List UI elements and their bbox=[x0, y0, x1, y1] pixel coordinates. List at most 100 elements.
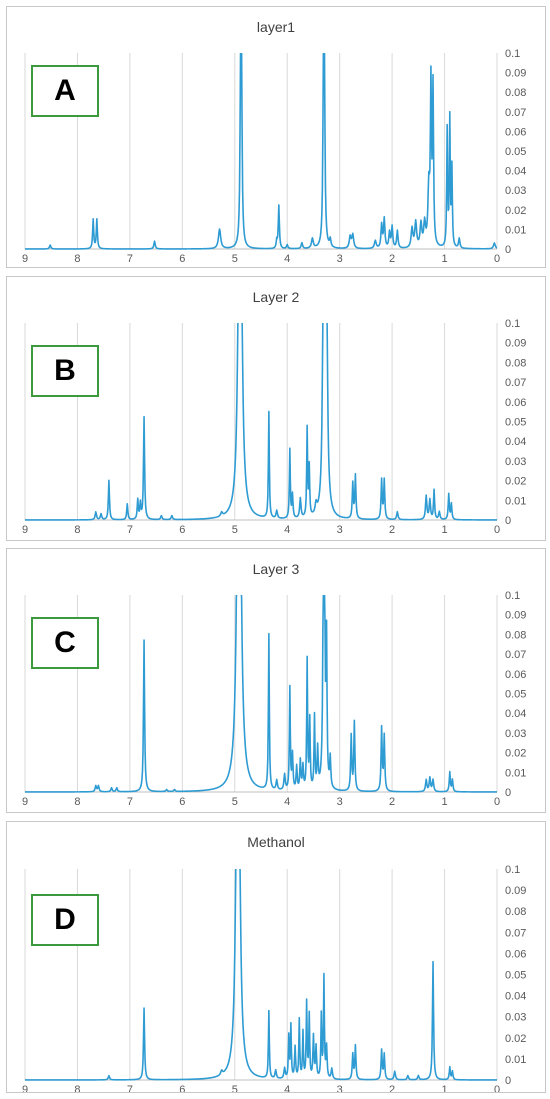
panel-d: 9 8 7 6 5 4 3 2 1 0 0 0.01 0.02 0.03 0.04 0.05 0.06 0.07 0… bbox=[6, 821, 546, 1093]
y-tick-label-c: 0.09 bbox=[505, 610, 526, 622]
y-tick-label-b: 0.03 bbox=[505, 456, 526, 468]
y-tick-label-c: 0.03 bbox=[505, 728, 526, 740]
x-tick-label-c: 0 bbox=[494, 796, 500, 808]
x-tick-label-d: 7 bbox=[127, 1084, 133, 1092]
y-tick-label-d: 0.03 bbox=[505, 1012, 526, 1024]
x-tick-label-a: 2 bbox=[389, 253, 395, 265]
spectrum-line-c bbox=[25, 595, 497, 793]
panel-title-b: Layer 2 bbox=[252, 289, 300, 305]
panel-c: 9 8 7 6 5 4 3 2 1 0 0 0.01 0.02 0.03 0.04 0.05 0.06 0.07 0… bbox=[6, 548, 546, 813]
x-tick-label-c: 6 bbox=[179, 796, 185, 808]
x-tick-label-b: 2 bbox=[389, 524, 395, 536]
x-tick-label-a: 1 bbox=[441, 253, 447, 265]
y-tick-label-d: 0.09 bbox=[505, 885, 526, 897]
y-tick-label-b: 0.01 bbox=[505, 495, 526, 507]
y-tick-label-d: 0.1 bbox=[505, 864, 520, 876]
x-tick-label-d: 6 bbox=[179, 1084, 185, 1092]
y-tick-label-d: 0.01 bbox=[505, 1054, 526, 1066]
spectrum-line-b bbox=[25, 323, 497, 521]
y-tick-label-d: 0.07 bbox=[505, 927, 526, 939]
nmr-spectrum-c: 9 8 7 6 5 4 3 2 1 00 0.01 0.02 0.03 0.04 0.05 0.06 0.07 0… bbox=[22, 590, 526, 808]
x-tick-label-d: 0 bbox=[494, 1084, 500, 1092]
x-tick-label-b: 7 bbox=[127, 524, 133, 536]
spectrum-line-a bbox=[25, 53, 497, 250]
y-tick-label-b: 0.09 bbox=[505, 338, 526, 350]
panel-title-a: layer1 bbox=[256, 19, 296, 35]
y-tick-label-c: 0.01 bbox=[505, 767, 526, 779]
y-tick-label-c: 0.07 bbox=[505, 649, 526, 661]
x-tick-label-a: 6 bbox=[179, 253, 185, 265]
y-tick-label-c: 0.04 bbox=[505, 708, 526, 720]
y-tick-label-d: 0.06 bbox=[505, 948, 526, 960]
y-tick-label-a: 0.03 bbox=[505, 185, 526, 197]
x-tick-label-d: 5 bbox=[232, 1084, 238, 1092]
y-tick-label-c: 0.08 bbox=[505, 629, 526, 641]
x-tick-label-c: 4 bbox=[284, 796, 290, 808]
x-tick-label-c: 9 bbox=[22, 796, 28, 808]
x-tick-label-d: 1 bbox=[441, 1084, 447, 1092]
panel-label-c: C bbox=[31, 617, 99, 669]
y-tick-label-b: 0 bbox=[505, 515, 511, 527]
y-tick-label-c: 0 bbox=[505, 787, 511, 799]
panel-a: 9 8 7 6 5 4 3 2 1 0 0 0.01 0.02 0.03 0.04 0.05 0.06 0.07 0… bbox=[6, 6, 546, 268]
nmr-spectrum-b: 9 8 7 6 5 4 3 2 1 00 0.01 0.02 0.03 0.04 0.05 0.06 0.07 0… bbox=[22, 318, 526, 536]
y-tick-label-c: 0.1 bbox=[505, 590, 520, 602]
panel-label-d: D bbox=[31, 894, 99, 946]
x-tick-label-a: 4 bbox=[284, 253, 290, 265]
x-tick-label-d: 4 bbox=[284, 1084, 290, 1092]
x-tick-label-c: 5 bbox=[232, 796, 238, 808]
x-tick-label-a: 0 bbox=[494, 253, 500, 265]
x-tick-label-a: 3 bbox=[337, 253, 343, 265]
y-tick-label-b: 0.1 bbox=[505, 318, 520, 330]
spectrum-line-d bbox=[25, 869, 497, 1081]
y-tick-label-d: 0 bbox=[505, 1075, 511, 1087]
x-tick-label-c: 8 bbox=[74, 796, 80, 808]
y-tick-label-a: 0 bbox=[505, 244, 511, 256]
y-tick-label-a: 0.02 bbox=[505, 205, 526, 217]
x-tick-label-c: 7 bbox=[127, 796, 133, 808]
panel-label-b: B bbox=[31, 345, 99, 397]
panel-label-a: A bbox=[31, 65, 99, 117]
y-tick-label-b: 0.07 bbox=[505, 377, 526, 389]
y-tick-label-a: 0.04 bbox=[505, 166, 526, 178]
y-tick-label-a: 0.05 bbox=[505, 146, 526, 158]
x-tick-label-a: 8 bbox=[74, 253, 80, 265]
x-tick-label-d: 3 bbox=[337, 1084, 343, 1092]
y-tick-label-d: 0.08 bbox=[505, 906, 526, 918]
y-tick-label-a: 0.09 bbox=[505, 68, 526, 80]
nmr-spectrum-a: 9 8 7 6 5 4 3 2 1 00 0.01 0.02 0.03 0.04 0.05 0.06 0.07 0… bbox=[22, 48, 526, 265]
y-tick-label-d: 0.02 bbox=[505, 1033, 526, 1045]
x-tick-label-a: 5 bbox=[232, 253, 238, 265]
x-tick-label-b: 8 bbox=[74, 524, 80, 536]
x-tick-label-b: 9 bbox=[22, 524, 28, 536]
x-tick-label-b: 1 bbox=[441, 524, 447, 536]
x-tick-label-c: 3 bbox=[337, 796, 343, 808]
y-tick-label-a: 0.06 bbox=[505, 126, 526, 138]
y-tick-label-b: 0.08 bbox=[505, 357, 526, 369]
x-tick-label-d: 8 bbox=[74, 1084, 80, 1092]
nmr-spectrum-d: 9 8 7 6 5 4 3 2 1 00 0.01 0.02 0.03 0.04 0.05 0.06 0.07 0… bbox=[22, 864, 526, 1092]
panel-b: 9 8 7 6 5 4 3 2 1 0 0 0.01 0.02 0.03 0.04 0.05 0.06 0.07 0… bbox=[6, 276, 546, 541]
x-tick-label-c: 1 bbox=[441, 796, 447, 808]
x-tick-label-b: 0 bbox=[494, 524, 500, 536]
y-tick-label-a: 0.1 bbox=[505, 48, 520, 60]
x-tick-label-b: 3 bbox=[337, 524, 343, 536]
x-tick-label-d: 9 bbox=[22, 1084, 28, 1092]
y-tick-label-b: 0.05 bbox=[505, 417, 526, 429]
x-tick-label-d: 2 bbox=[389, 1084, 395, 1092]
x-tick-label-b: 4 bbox=[284, 524, 290, 536]
y-tick-label-c: 0.06 bbox=[505, 669, 526, 681]
y-tick-label-a: 0.01 bbox=[505, 224, 526, 236]
x-tick-label-b: 6 bbox=[179, 524, 185, 536]
x-tick-label-b: 5 bbox=[232, 524, 238, 536]
y-tick-label-d: 0.04 bbox=[505, 991, 526, 1003]
y-tick-label-a: 0.08 bbox=[505, 87, 526, 99]
y-tick-label-c: 0.05 bbox=[505, 689, 526, 701]
panel-title-c: Layer 3 bbox=[252, 561, 300, 577]
x-tick-label-a: 7 bbox=[127, 253, 133, 265]
y-tick-label-b: 0.04 bbox=[505, 436, 526, 448]
y-tick-label-a: 0.07 bbox=[505, 107, 526, 119]
x-tick-label-c: 2 bbox=[389, 796, 395, 808]
y-tick-label-c: 0.02 bbox=[505, 748, 526, 760]
y-tick-label-b: 0.06 bbox=[505, 397, 526, 409]
